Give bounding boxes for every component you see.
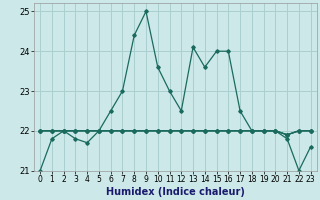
X-axis label: Humidex (Indice chaleur): Humidex (Indice chaleur) — [106, 187, 245, 197]
